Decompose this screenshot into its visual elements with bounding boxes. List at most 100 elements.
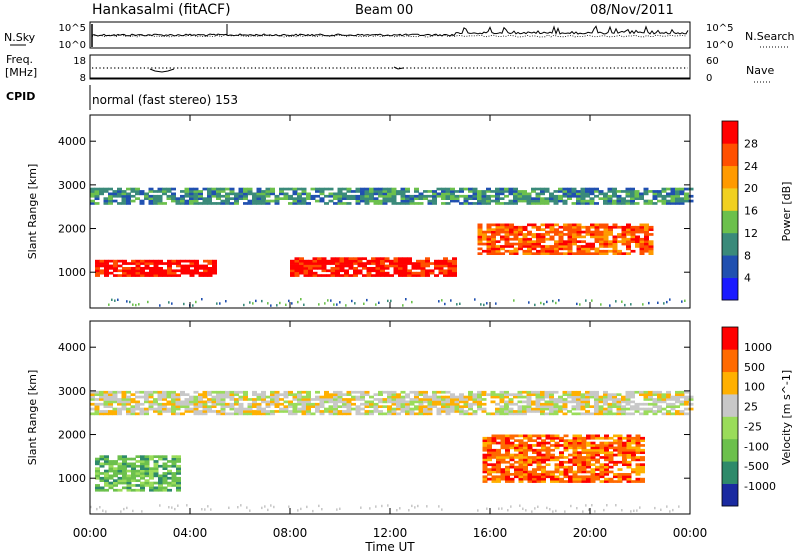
data-cell [585, 187, 590, 191]
data-cell [353, 257, 358, 260]
data-cell [505, 475, 510, 479]
colorbar-tick-label: 25 [744, 401, 758, 414]
colorbar-segment [722, 327, 738, 350]
data-cell [202, 400, 208, 404]
data-cell [207, 410, 212, 413]
data-cell [117, 269, 123, 273]
data-cell [389, 264, 394, 268]
data-cell [95, 262, 100, 265]
data-cell [536, 451, 542, 454]
data-cell [321, 269, 327, 273]
data-cell [540, 245, 546, 248]
data-cell [613, 446, 618, 450]
data-cell [122, 457, 127, 461]
data-cell [652, 194, 658, 198]
data-cell [504, 235, 510, 239]
data-cell [526, 202, 532, 205]
data-cell [114, 299, 116, 302]
data-cell [468, 412, 473, 416]
data-cell [626, 480, 632, 483]
data-cell [666, 410, 671, 413]
data-cell [288, 197, 293, 200]
data-cell [472, 187, 478, 191]
data-cell [256, 410, 262, 413]
data-cell [522, 245, 528, 248]
data-cell [663, 302, 665, 305]
data-cell [648, 247, 654, 251]
data-cell [144, 469, 150, 473]
data-cell [126, 192, 131, 196]
data-cell [607, 202, 613, 205]
data-cell [522, 395, 527, 399]
band-1 [90, 390, 694, 416]
data-cell [193, 407, 199, 411]
data-cell [99, 262, 105, 265]
data-cell [207, 400, 212, 404]
data-cell [247, 410, 253, 413]
data-cell [559, 470, 564, 474]
data-cell [481, 410, 487, 413]
data-cell [613, 463, 618, 466]
data-cell [549, 412, 554, 416]
data-cell [189, 262, 195, 265]
data-cell [639, 390, 644, 394]
data-cell [384, 274, 390, 277]
data-cell [622, 458, 627, 462]
data-cell [581, 451, 587, 454]
data-cell [337, 187, 343, 191]
data-cell [468, 393, 473, 396]
data-cell [90, 194, 95, 198]
data-cell [335, 262, 340, 265]
data-cell [252, 410, 257, 413]
data-cell [387, 190, 392, 193]
data-cell [640, 465, 645, 469]
data-cell [288, 412, 293, 416]
data-cell [373, 187, 379, 191]
data-cell [463, 197, 469, 200]
data-cell [171, 393, 176, 396]
data-cell [212, 259, 217, 263]
data-cell [324, 410, 329, 413]
data-cell [144, 472, 150, 475]
data-cell [639, 228, 645, 231]
data-cell [487, 463, 492, 466]
data-cell [517, 390, 523, 394]
data-cell [576, 398, 581, 401]
data-cell [339, 507, 341, 510]
data-cell [559, 463, 564, 466]
colorbar-segment [722, 121, 738, 144]
data-cell [598, 398, 604, 401]
data-cell [527, 475, 533, 479]
data-cell [617, 446, 623, 450]
data-cell [283, 400, 289, 404]
data-cell [468, 194, 473, 198]
data-cell [429, 271, 435, 275]
data-cell [189, 271, 195, 275]
data-cell [634, 405, 640, 408]
data-cell [301, 398, 307, 401]
data-cell [229, 398, 235, 401]
data-cell [99, 398, 104, 401]
data-cell [519, 504, 521, 507]
data-cell [148, 405, 154, 408]
data-cell [405, 298, 407, 301]
data-cell [94, 410, 100, 413]
data-cell [94, 393, 100, 396]
data-cell [396, 395, 401, 399]
data-cell [393, 257, 399, 260]
data-cell [518, 439, 524, 442]
data-cell [162, 274, 168, 277]
data-cell [586, 456, 591, 459]
data-cell [536, 441, 542, 445]
data-cell [103, 393, 109, 396]
data-cell [427, 194, 433, 198]
data-cell [679, 197, 685, 200]
data-cell [99, 269, 105, 273]
data-cell [482, 458, 488, 462]
data-cell [580, 393, 586, 396]
data-cell [171, 476, 177, 480]
data-cell [508, 407, 514, 411]
data-cell [434, 264, 439, 268]
data-cell [177, 504, 179, 507]
